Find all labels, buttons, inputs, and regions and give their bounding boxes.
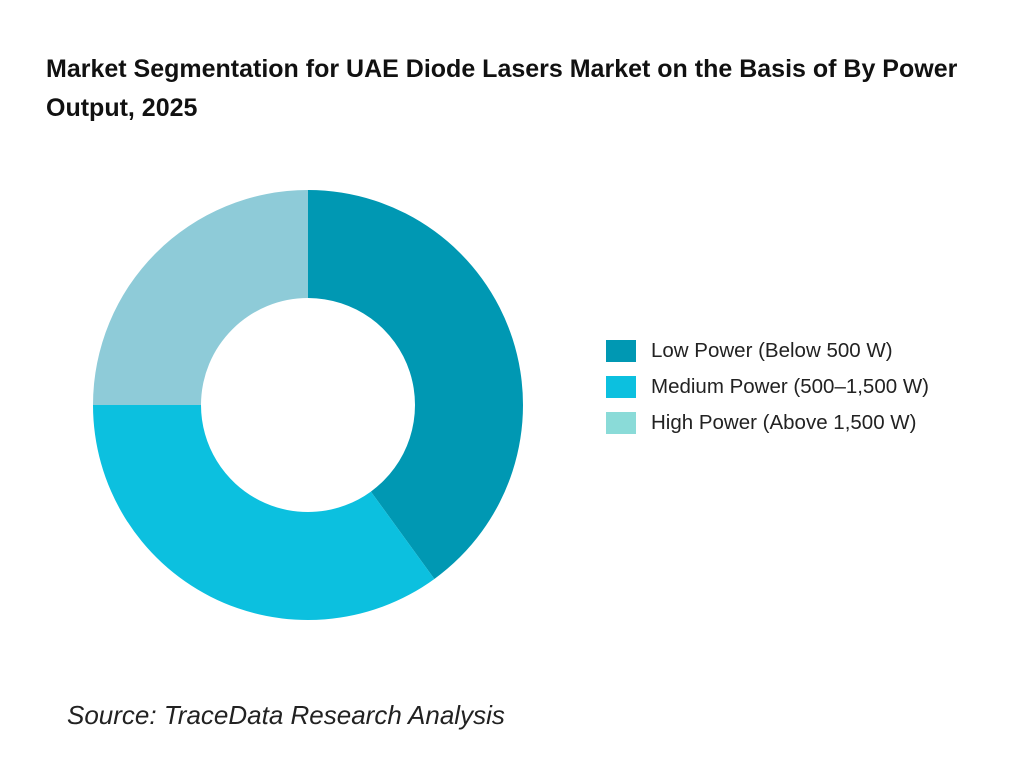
legend-swatch bbox=[606, 376, 636, 398]
legend-item: Medium Power (500–1,500 W) bbox=[606, 369, 929, 405]
legend-item: Low Power (Below 500 W) bbox=[606, 333, 929, 369]
legend-label: Medium Power (500–1,500 W) bbox=[651, 375, 930, 398]
donut-slice bbox=[93, 190, 308, 405]
legend-label: High Power (Above 1,500 W) bbox=[651, 411, 917, 434]
chart-title: Market Segmentation for UAE Diode Lasers… bbox=[46, 55, 958, 122]
source-note: Source: TraceData Research Analysis bbox=[67, 700, 505, 730]
legend-swatch bbox=[606, 412, 636, 434]
donut-slice bbox=[92, 405, 435, 621]
legend-label: Low Power (Below 500 W) bbox=[651, 339, 893, 362]
legend-item: High Power (Above 1,500 W) bbox=[606, 405, 929, 441]
legend: Low Power (Below 500 W) Medium Power (500… bbox=[606, 333, 929, 441]
legend-swatch bbox=[606, 340, 636, 362]
donut-slice bbox=[308, 190, 524, 579]
